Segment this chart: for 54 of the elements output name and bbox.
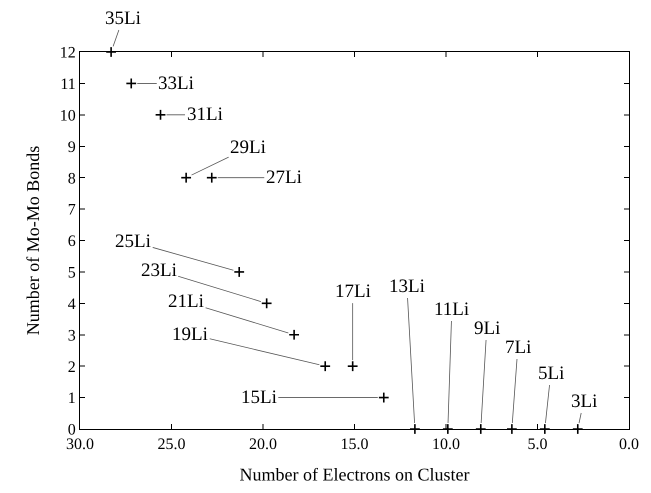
annotation: 7Li (505, 337, 532, 358)
point (320, 360, 331, 372)
x-tick-label: 30.0 (66, 436, 94, 454)
point (378, 392, 390, 404)
point (409, 423, 421, 435)
point (475, 423, 486, 435)
annotation: 15Li (241, 387, 277, 408)
point (126, 78, 137, 90)
y-tick-label: 12 (60, 44, 76, 62)
x-axis-title: Number of Electrons on Cluster (240, 464, 470, 484)
annotation: 21Li (168, 291, 204, 312)
y-tick-label: 6 (68, 233, 76, 250)
y-tick-label: 3 (68, 327, 76, 344)
annotation: 35Li (105, 8, 141, 29)
y-tick-label: 7 (68, 202, 76, 219)
annotation: 5Li (538, 363, 564, 384)
point (260, 298, 272, 310)
annotation: 25Li (115, 231, 151, 252)
annotation: 9Li (474, 318, 500, 339)
x-tick-label: 15.0 (340, 436, 368, 454)
annotation: 3Li (571, 391, 598, 412)
annotation: 13Li (389, 276, 425, 297)
y-tick-label: 1 (68, 390, 76, 408)
y-axis-title: Number of Mo-Mo Bonds (23, 146, 43, 336)
annotation: 27Li (266, 167, 302, 188)
point (506, 423, 518, 435)
point (346, 360, 358, 372)
y-tick-label: 2 (68, 358, 76, 376)
y-tick-label: 0 (68, 422, 76, 439)
point (206, 172, 218, 184)
x-tick-label: 25.0 (158, 436, 186, 454)
point (180, 172, 192, 184)
annotation: 31Li (187, 104, 223, 125)
annotation: 33Li (158, 73, 194, 94)
y-tick-label: 9 (68, 138, 76, 156)
x-tick-label: 10.0 (432, 436, 460, 454)
y-tick-label: 5 (68, 264, 76, 282)
annotation: 29Li (230, 137, 266, 158)
x-tick-label: 0.0 (619, 436, 639, 454)
y-tick-label: 11 (60, 76, 76, 94)
annotation: 11Li (434, 299, 470, 320)
annotation: 19Li (172, 324, 208, 345)
point (105, 46, 117, 58)
point (288, 329, 300, 340)
y-tick-label: 10 (60, 107, 76, 124)
y-tick-label: 4 (68, 296, 76, 313)
point (154, 109, 166, 121)
point (234, 266, 245, 278)
x-tick-label: 20.0 (249, 436, 277, 454)
y-tick-label: 8 (68, 170, 76, 188)
annotation: 23Li (141, 260, 177, 281)
annotation: 17Li (335, 281, 371, 302)
point (572, 423, 584, 435)
x-tick-label: 5.0 (528, 436, 548, 454)
